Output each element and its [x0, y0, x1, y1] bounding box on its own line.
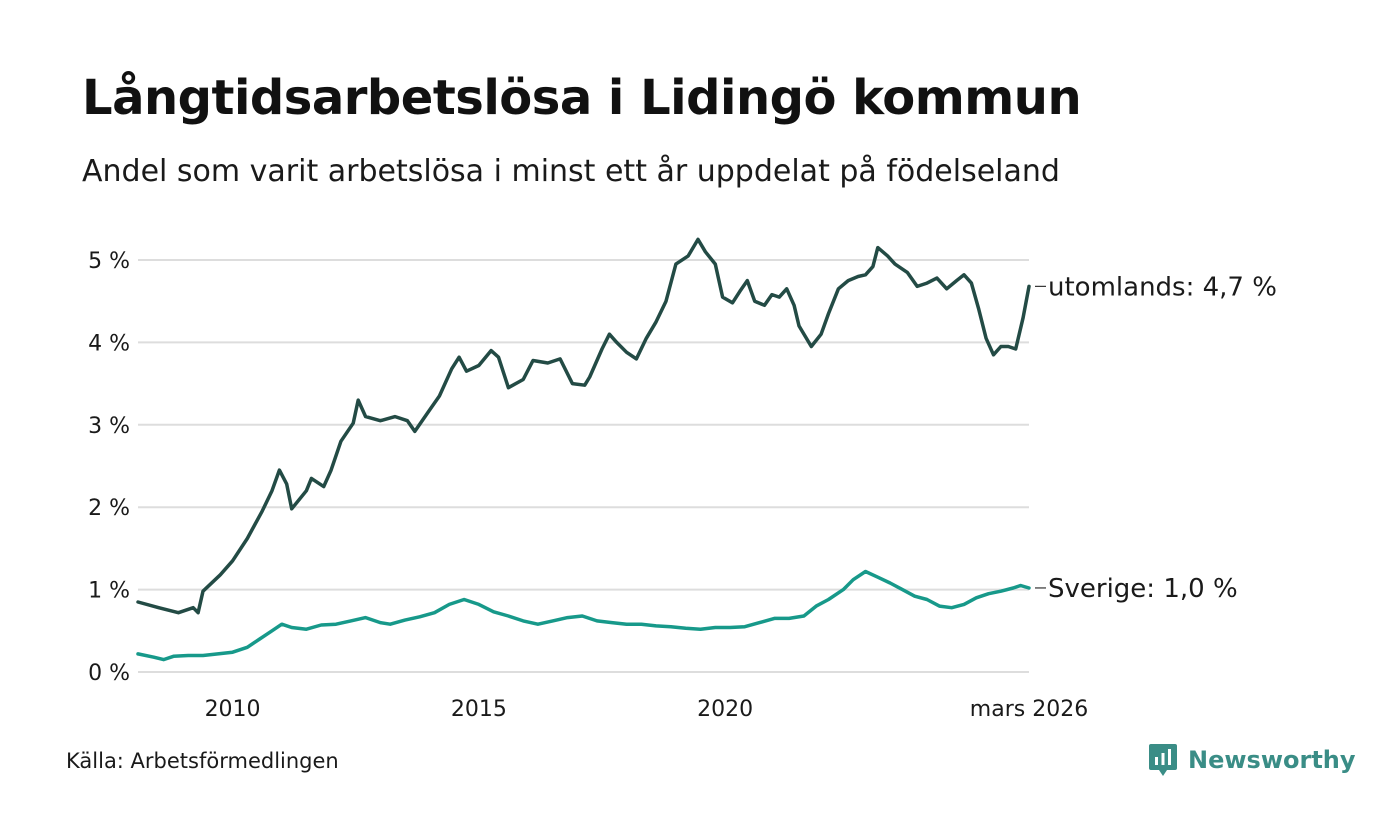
- y-tick-label: 3 %: [88, 414, 130, 439]
- x-tick-label: 2010: [205, 697, 261, 722]
- chart-subtitle: Andel som varit arbetslösa i minst ett å…: [82, 154, 1060, 189]
- newsworthy-logo: Newsworthy: [1148, 742, 1356, 778]
- chart-title: Långtidsarbetslösa i Lidingö kommun: [82, 70, 1082, 126]
- y-tick-label: 0 %: [88, 661, 130, 686]
- x-tick-label: mars 2026: [970, 697, 1088, 722]
- series-end-label: Sverige: 1,0 %: [1048, 574, 1238, 604]
- x-tick-label: 2020: [697, 697, 753, 722]
- series-line-sverige: [136, 569, 1031, 662]
- series-line-utomlands: [136, 237, 1031, 615]
- y-tick-label: 2 %: [88, 496, 130, 521]
- y-tick-label: 4 %: [88, 331, 130, 356]
- newsworthy-logo-text: Newsworthy: [1188, 746, 1356, 774]
- y-tick-label: 1 %: [88, 579, 130, 604]
- y-tick-label: 5 %: [88, 249, 130, 274]
- newsworthy-logo-icon: [1149, 744, 1177, 776]
- series-end-label: utomlands: 4,7 %: [1048, 272, 1277, 302]
- source-note: Källa: Arbetsförmedlingen: [66, 749, 339, 773]
- x-tick-label: 2015: [451, 697, 507, 722]
